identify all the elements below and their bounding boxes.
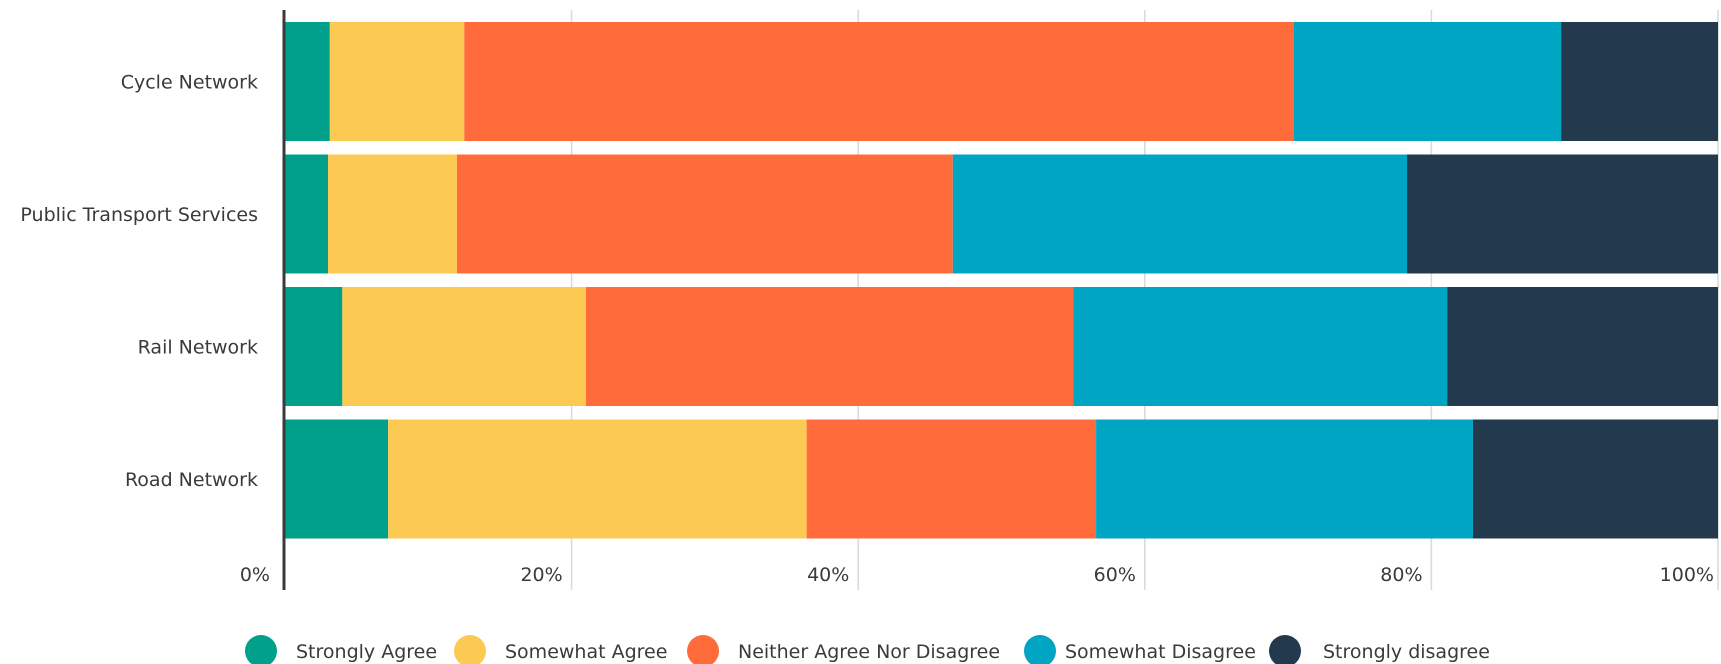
- legend-swatch: [1024, 635, 1056, 664]
- legend-label: Strongly Agree: [296, 641, 437, 663]
- x-tick-label: 80%: [1380, 564, 1422, 586]
- legend-item: Neither Agree Nor Disagree: [687, 635, 1000, 664]
- bar-segment: [464, 22, 1294, 141]
- legend-swatch: [245, 635, 277, 664]
- legend-item: Strongly disagree: [1269, 635, 1490, 664]
- x-tick-labels: 0% 20% 40% 60% 80% 100%: [240, 564, 1714, 586]
- legend-item: Somewhat Disagree: [1024, 635, 1256, 664]
- bar-row: [285, 154, 1718, 274]
- bar-segment: [1096, 419, 1473, 539]
- x-tick-label: 60%: [1094, 564, 1136, 586]
- bar-segment: [285, 287, 343, 406]
- legend-label: Neither Agree Nor Disagree: [738, 641, 1000, 663]
- bar-segment: [1073, 287, 1448, 406]
- bar-segment: [1407, 154, 1718, 274]
- bar-segment: [327, 154, 457, 274]
- bar-segment: [585, 287, 1074, 406]
- category-label: Rail Network: [138, 337, 258, 359]
- legend: Strongly Agree Somewhat Agree Neither Agre…: [245, 635, 1490, 664]
- category-label: Road Network: [125, 469, 258, 491]
- bar-segment: [342, 287, 586, 406]
- category-label: Cycle Network: [121, 72, 258, 94]
- x-tick-label: 0%: [240, 564, 270, 586]
- legend-label: Strongly disagree: [1323, 641, 1490, 663]
- legend-item: Strongly Agree: [245, 635, 437, 664]
- x-tick-label: 20%: [520, 564, 562, 586]
- bars: [285, 22, 1718, 539]
- bar-segment: [1561, 22, 1718, 141]
- legend-label: Somewhat Disagree: [1065, 641, 1256, 663]
- bar-segment: [806, 419, 1097, 539]
- bar-segment: [388, 419, 807, 539]
- bar-row: [285, 419, 1718, 539]
- legend-swatch: [1269, 635, 1301, 664]
- bar-segment: [456, 154, 953, 274]
- bar-segment: [1472, 419, 1718, 539]
- legend-swatch: [687, 635, 719, 664]
- legend-item: Somewhat Agree: [454, 635, 667, 664]
- bar-segment: [1447, 287, 1718, 406]
- x-tick-label: 40%: [807, 564, 849, 586]
- bar-segment: [329, 22, 465, 141]
- bar-segment: [285, 154, 328, 274]
- bar-segment: [285, 419, 389, 539]
- bar-segment: [285, 22, 330, 141]
- category-label: Public Transport Services: [20, 204, 258, 226]
- bar-segment: [1293, 22, 1562, 141]
- category-labels: Cycle Network Public Transport Services R…: [20, 72, 258, 492]
- x-tick-label: 100%: [1660, 564, 1714, 586]
- bar-row: [285, 22, 1718, 141]
- legend-label: Somewhat Agree: [505, 641, 667, 663]
- legend-swatch: [454, 635, 486, 664]
- bar-row: [285, 287, 1718, 406]
- bar-segment: [952, 154, 1408, 274]
